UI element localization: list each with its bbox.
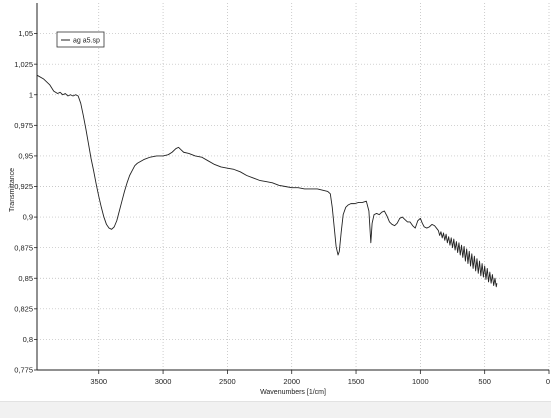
y-tick-label: 0,85 — [18, 274, 33, 283]
x-tick-label: 3500 — [90, 377, 107, 386]
series — [36, 74, 498, 288]
legend: ag a5.sp — [56, 31, 105, 48]
y-tick-label: 1,05 — [18, 29, 33, 38]
x-tick-label: 3000 — [155, 377, 172, 386]
x-tick-label: 1000 — [412, 377, 429, 386]
x-tick-label: 0 — [546, 377, 550, 386]
y-tick-label: 0,975 — [14, 121, 33, 130]
series-line — [36, 74, 498, 288]
legend-label: ag a5.sp — [73, 38, 100, 45]
y-tick-label: 0,775 — [14, 366, 33, 375]
y-tick-label: 0,95 — [18, 152, 33, 161]
y-tick-label: 1,025 — [14, 60, 33, 69]
y-tick-label: 0,875 — [14, 243, 33, 252]
x-tick-label: 2500 — [219, 377, 236, 386]
y-tick-label: 0,8 — [23, 335, 33, 344]
grid-lines — [37, 3, 550, 370]
x-tick-label: 1500 — [348, 377, 365, 386]
y-tick-label: 0,9 — [23, 213, 33, 222]
tick-labels: 1,051,02510,9750,950,9250,90,8750,850,82… — [14, 29, 550, 386]
x-tick-label: 500 — [478, 377, 491, 386]
x-axis-title: Wavenumbers [1/cm] — [260, 389, 326, 396]
y-tick-label: 0,925 — [14, 182, 33, 191]
y-axis-title: Transmittance — [9, 168, 16, 212]
y-tick-label: 1 — [29, 90, 33, 99]
legend-box — [56, 31, 105, 48]
status-bar — [0, 401, 551, 418]
tick-marks — [34, 33, 550, 374]
x-tick-label: 2000 — [283, 377, 300, 386]
y-tick-label: 0,825 — [14, 304, 33, 313]
